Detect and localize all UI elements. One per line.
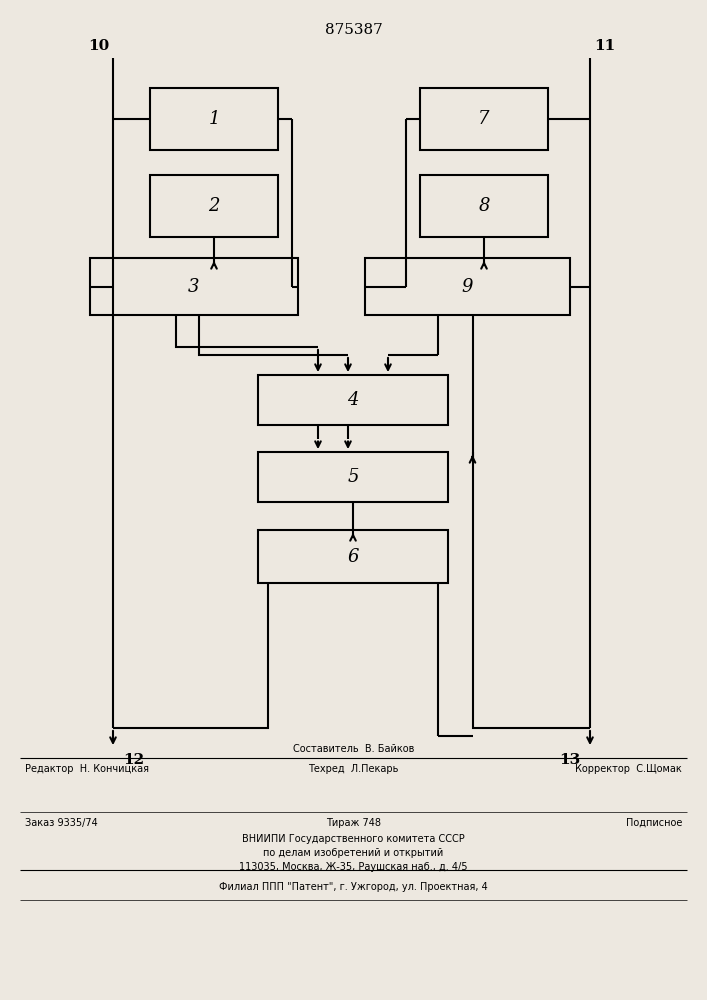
Text: Подписное: Подписное	[626, 818, 682, 828]
Bar	[150, 88, 278, 150]
Text: Заказ 9335/74: Заказ 9335/74	[25, 818, 98, 828]
Text: 4: 4	[347, 391, 358, 409]
Text: 8: 8	[478, 197, 490, 215]
Bar	[90, 258, 298, 315]
Text: 9: 9	[462, 277, 473, 296]
Bar	[420, 88, 548, 150]
Text: 11: 11	[594, 39, 615, 53]
Text: 7: 7	[478, 110, 490, 128]
Text: 3: 3	[188, 277, 200, 296]
Text: по делам изобретений и открытий: по делам изобретений и открытий	[264, 848, 443, 858]
Bar	[420, 175, 548, 237]
Bar	[258, 530, 448, 583]
Text: 12: 12	[123, 753, 144, 767]
Text: Корректор  С.Щомак: Корректор С.Щомак	[575, 764, 682, 774]
Text: ВНИИПИ Государственного комитета СССР: ВНИИПИ Государственного комитета СССР	[242, 834, 465, 844]
Bar	[150, 175, 278, 237]
Text: 2: 2	[209, 197, 220, 215]
Bar	[258, 452, 448, 502]
Text: Тираж 748: Тираж 748	[326, 818, 381, 828]
Text: 1: 1	[209, 110, 220, 128]
Text: 5: 5	[347, 468, 358, 486]
Text: 6: 6	[347, 548, 358, 566]
Text: 13: 13	[559, 753, 580, 767]
Text: Редактор  Н. Кончицкая: Редактор Н. Кончицкая	[25, 764, 149, 774]
Text: 10: 10	[88, 39, 109, 53]
Bar	[258, 375, 448, 425]
Text: Филиал ППП "Патент", г. Ужгород, ул. Проектная, 4: Филиал ППП "Патент", г. Ужгород, ул. Про…	[219, 882, 488, 892]
Text: Техред  Л.Пекарь: Техред Л.Пекарь	[308, 764, 399, 774]
Bar	[365, 258, 570, 315]
Text: 875387: 875387	[325, 23, 382, 37]
Text: Составитель  В. Байков: Составитель В. Байков	[293, 744, 414, 754]
Text: 113035, Москва, Ж-35, Раушская наб., д. 4/5: 113035, Москва, Ж-35, Раушская наб., д. …	[239, 862, 468, 872]
